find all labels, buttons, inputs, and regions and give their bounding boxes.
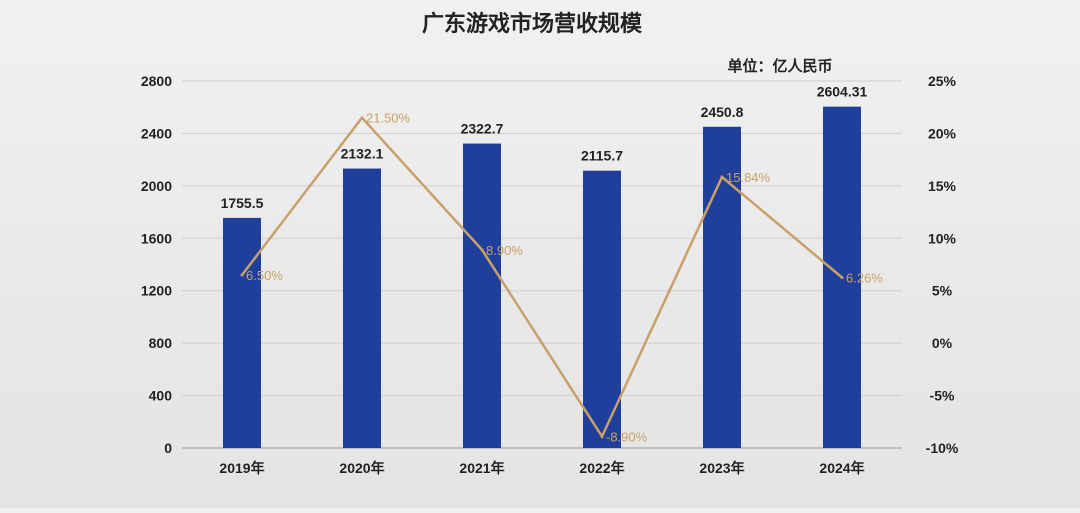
growth-line-series: 6.50% 21.50% 8.90% -8.90% 15.84% 6.26%	[240, 111, 883, 444]
left-axis-tick-label: 1600	[141, 230, 172, 246]
growth-rate-label: -8.90%	[606, 429, 648, 444]
revenue-bar	[703, 126, 741, 448]
x-axis-tick-label: 2019年	[219, 460, 264, 476]
unit-label: 单位：亿人民币	[727, 57, 832, 75]
revenue-bar-label: 2115.7	[581, 148, 623, 164]
revenue-bar	[463, 143, 501, 448]
growth-rate-label: 21.50%	[366, 111, 411, 126]
left-axis-tick-label: 400	[149, 388, 173, 404]
left-axis: 0 400 800 1200 1600 2000 2400 2800	[141, 73, 172, 456]
left-axis-tick-label: 0	[164, 440, 172, 456]
x-axis-tick-label: 2020年	[339, 460, 384, 476]
revenue-bar-label: 2322.7	[461, 121, 504, 137]
right-axis-tick-label: -10%	[926, 440, 959, 456]
growth-rate-point	[240, 273, 244, 277]
x-axis-tick-label: 2024年	[819, 460, 864, 476]
grid-lines	[182, 80, 902, 449]
revenue-bar	[583, 170, 621, 448]
right-axis-tick-label: 20%	[928, 125, 957, 141]
x-axis-tick-label: 2023年	[699, 460, 744, 476]
left-axis-tick-label: 1200	[141, 283, 172, 299]
growth-rate-point	[360, 116, 364, 120]
right-axis-tick-label: 15%	[928, 178, 957, 194]
left-axis-tick-label: 2000	[141, 178, 172, 194]
revenue-bar-label: 2450.8	[701, 104, 744, 120]
revenue-bar-label: 2604.31	[817, 84, 868, 100]
growth-rate-label: 6.26%	[846, 271, 883, 286]
growth-rate-label: 15.84%	[726, 170, 771, 185]
left-axis-tick-label: 800	[149, 335, 173, 351]
growth-rate-label: 8.90%	[486, 243, 523, 258]
growth-rate-point	[600, 434, 604, 438]
x-axis: 2019年 2020年 2021年 2022年 2023年 2024年	[219, 460, 864, 476]
left-axis-tick-label: 2800	[141, 73, 172, 89]
revenue-bar	[343, 168, 381, 448]
right-axis-tick-label: 10%	[928, 230, 957, 246]
right-axis-tick-label: 5%	[932, 283, 953, 299]
bar-series: 1755.5 2132.1 2322.7 2115.7 2450.8 2604.31	[221, 84, 868, 449]
chart-title: 广东游戏市场营收规模	[422, 11, 643, 36]
left-axis-tick-label: 2400	[141, 125, 172, 141]
right-axis-tick-label: -5%	[930, 388, 955, 404]
growth-rate-label: 6.50%	[246, 268, 283, 283]
growth-rate-line	[241, 115, 843, 440]
right-axis-tick-label: 25%	[928, 73, 957, 89]
right-axis: -10% -5% 0% 5% 10% 15% 20% 25%	[926, 73, 959, 456]
revenue-bar	[223, 217, 261, 448]
revenue-bar-label: 2132.1	[341, 146, 384, 162]
x-axis-tick-label: 2022年	[579, 460, 624, 476]
growth-rate-point	[480, 248, 484, 252]
x-axis-tick-label: 2021年	[459, 460, 504, 476]
growth-rate-point	[720, 175, 724, 179]
growth-rate-point	[840, 276, 844, 280]
right-axis-tick-label: 0%	[932, 335, 953, 351]
revenue-bar-label: 1755.5	[221, 195, 264, 211]
